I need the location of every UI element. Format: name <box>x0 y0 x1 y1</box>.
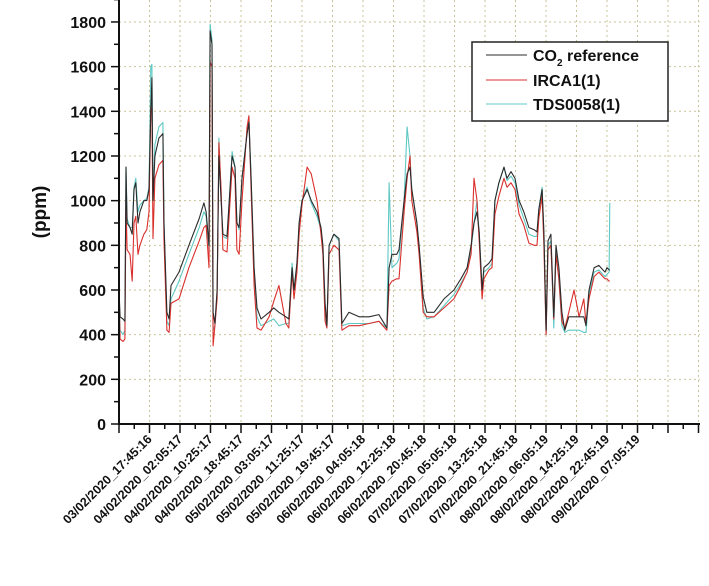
y-tick-label: 800 <box>79 238 106 255</box>
axes: 02004006008001000120014001600180003/02/2… <box>60 0 700 527</box>
y-tick-label: 1600 <box>70 60 106 77</box>
y-tick-label: 400 <box>79 328 106 345</box>
legend-label-irca: IRCA1(1) <box>533 73 601 90</box>
y-tick-label: 1800 <box>70 15 106 32</box>
legend-label-reference: CO2 reference <box>533 48 639 69</box>
legend-label-tds: TDS0058(1) <box>533 97 620 114</box>
y-tick-label: 1400 <box>70 104 106 121</box>
legend: CO2 reference IRCA1(1) TDS0058(1) <box>471 41 669 122</box>
y-tick-label: 1000 <box>70 194 106 211</box>
y-tick-label: 600 <box>79 283 106 300</box>
y-tick-label: 1200 <box>70 149 106 166</box>
y-tick-label: 200 <box>79 372 106 389</box>
y-axis-label: (ppm) <box>30 186 51 239</box>
plot-area <box>118 23 611 347</box>
series-line-co2-reference <box>118 30 610 331</box>
y-tick-label: 0 <box>97 417 106 434</box>
